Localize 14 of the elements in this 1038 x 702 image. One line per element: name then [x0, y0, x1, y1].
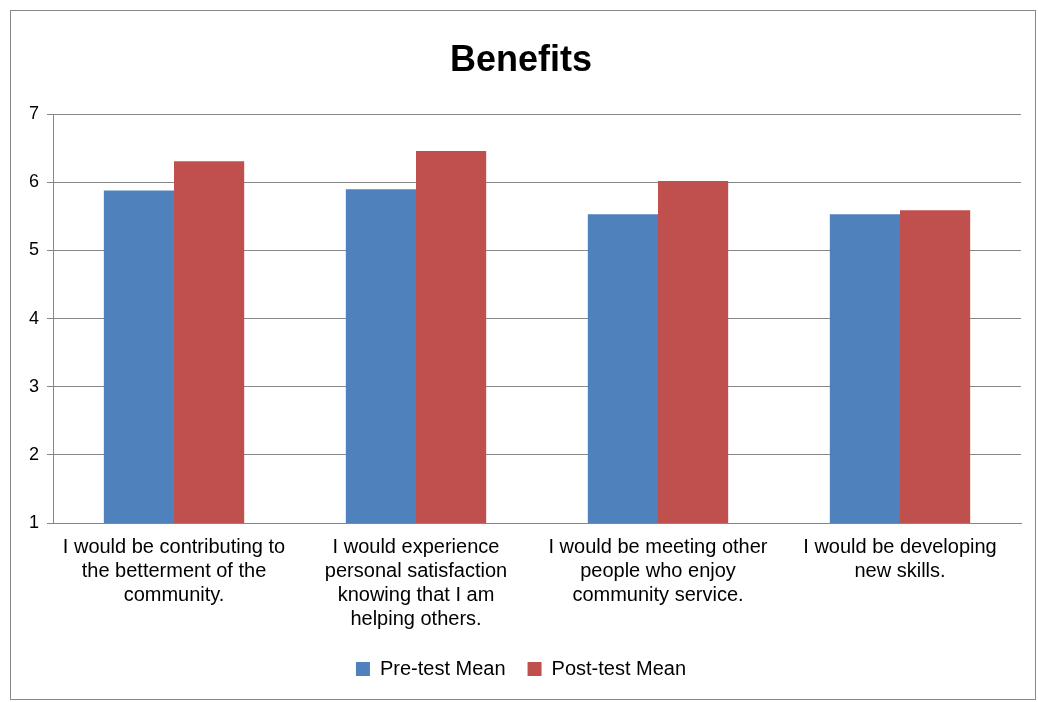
y-tick-label: 7: [29, 103, 40, 124]
x-tick-label: I would be meeting other people who enjoy community service.: [548, 534, 768, 605]
x-tick-label: I would be contributing to the betterment of the community.: [62, 534, 286, 605]
y-tick-label: 3: [29, 375, 40, 396]
legend-label: Post-test Mean: [551, 656, 687, 679]
y-tick-label: 5: [29, 239, 40, 260]
legend-label: Pre-test Mean: [379, 656, 506, 679]
y-tick-label: 6: [29, 171, 40, 192]
x-tick-label: I would experience personal satisfaction knowing that I am helping others.: [324, 534, 508, 629]
y-tick-label: 2: [29, 443, 40, 464]
chart-title: Benefits: [449, 37, 593, 79]
y-tick-label: 4: [29, 307, 40, 328]
x-tick-label: I would be developing new skills.: [803, 534, 997, 581]
y-tick-label: 1: [29, 511, 40, 532]
